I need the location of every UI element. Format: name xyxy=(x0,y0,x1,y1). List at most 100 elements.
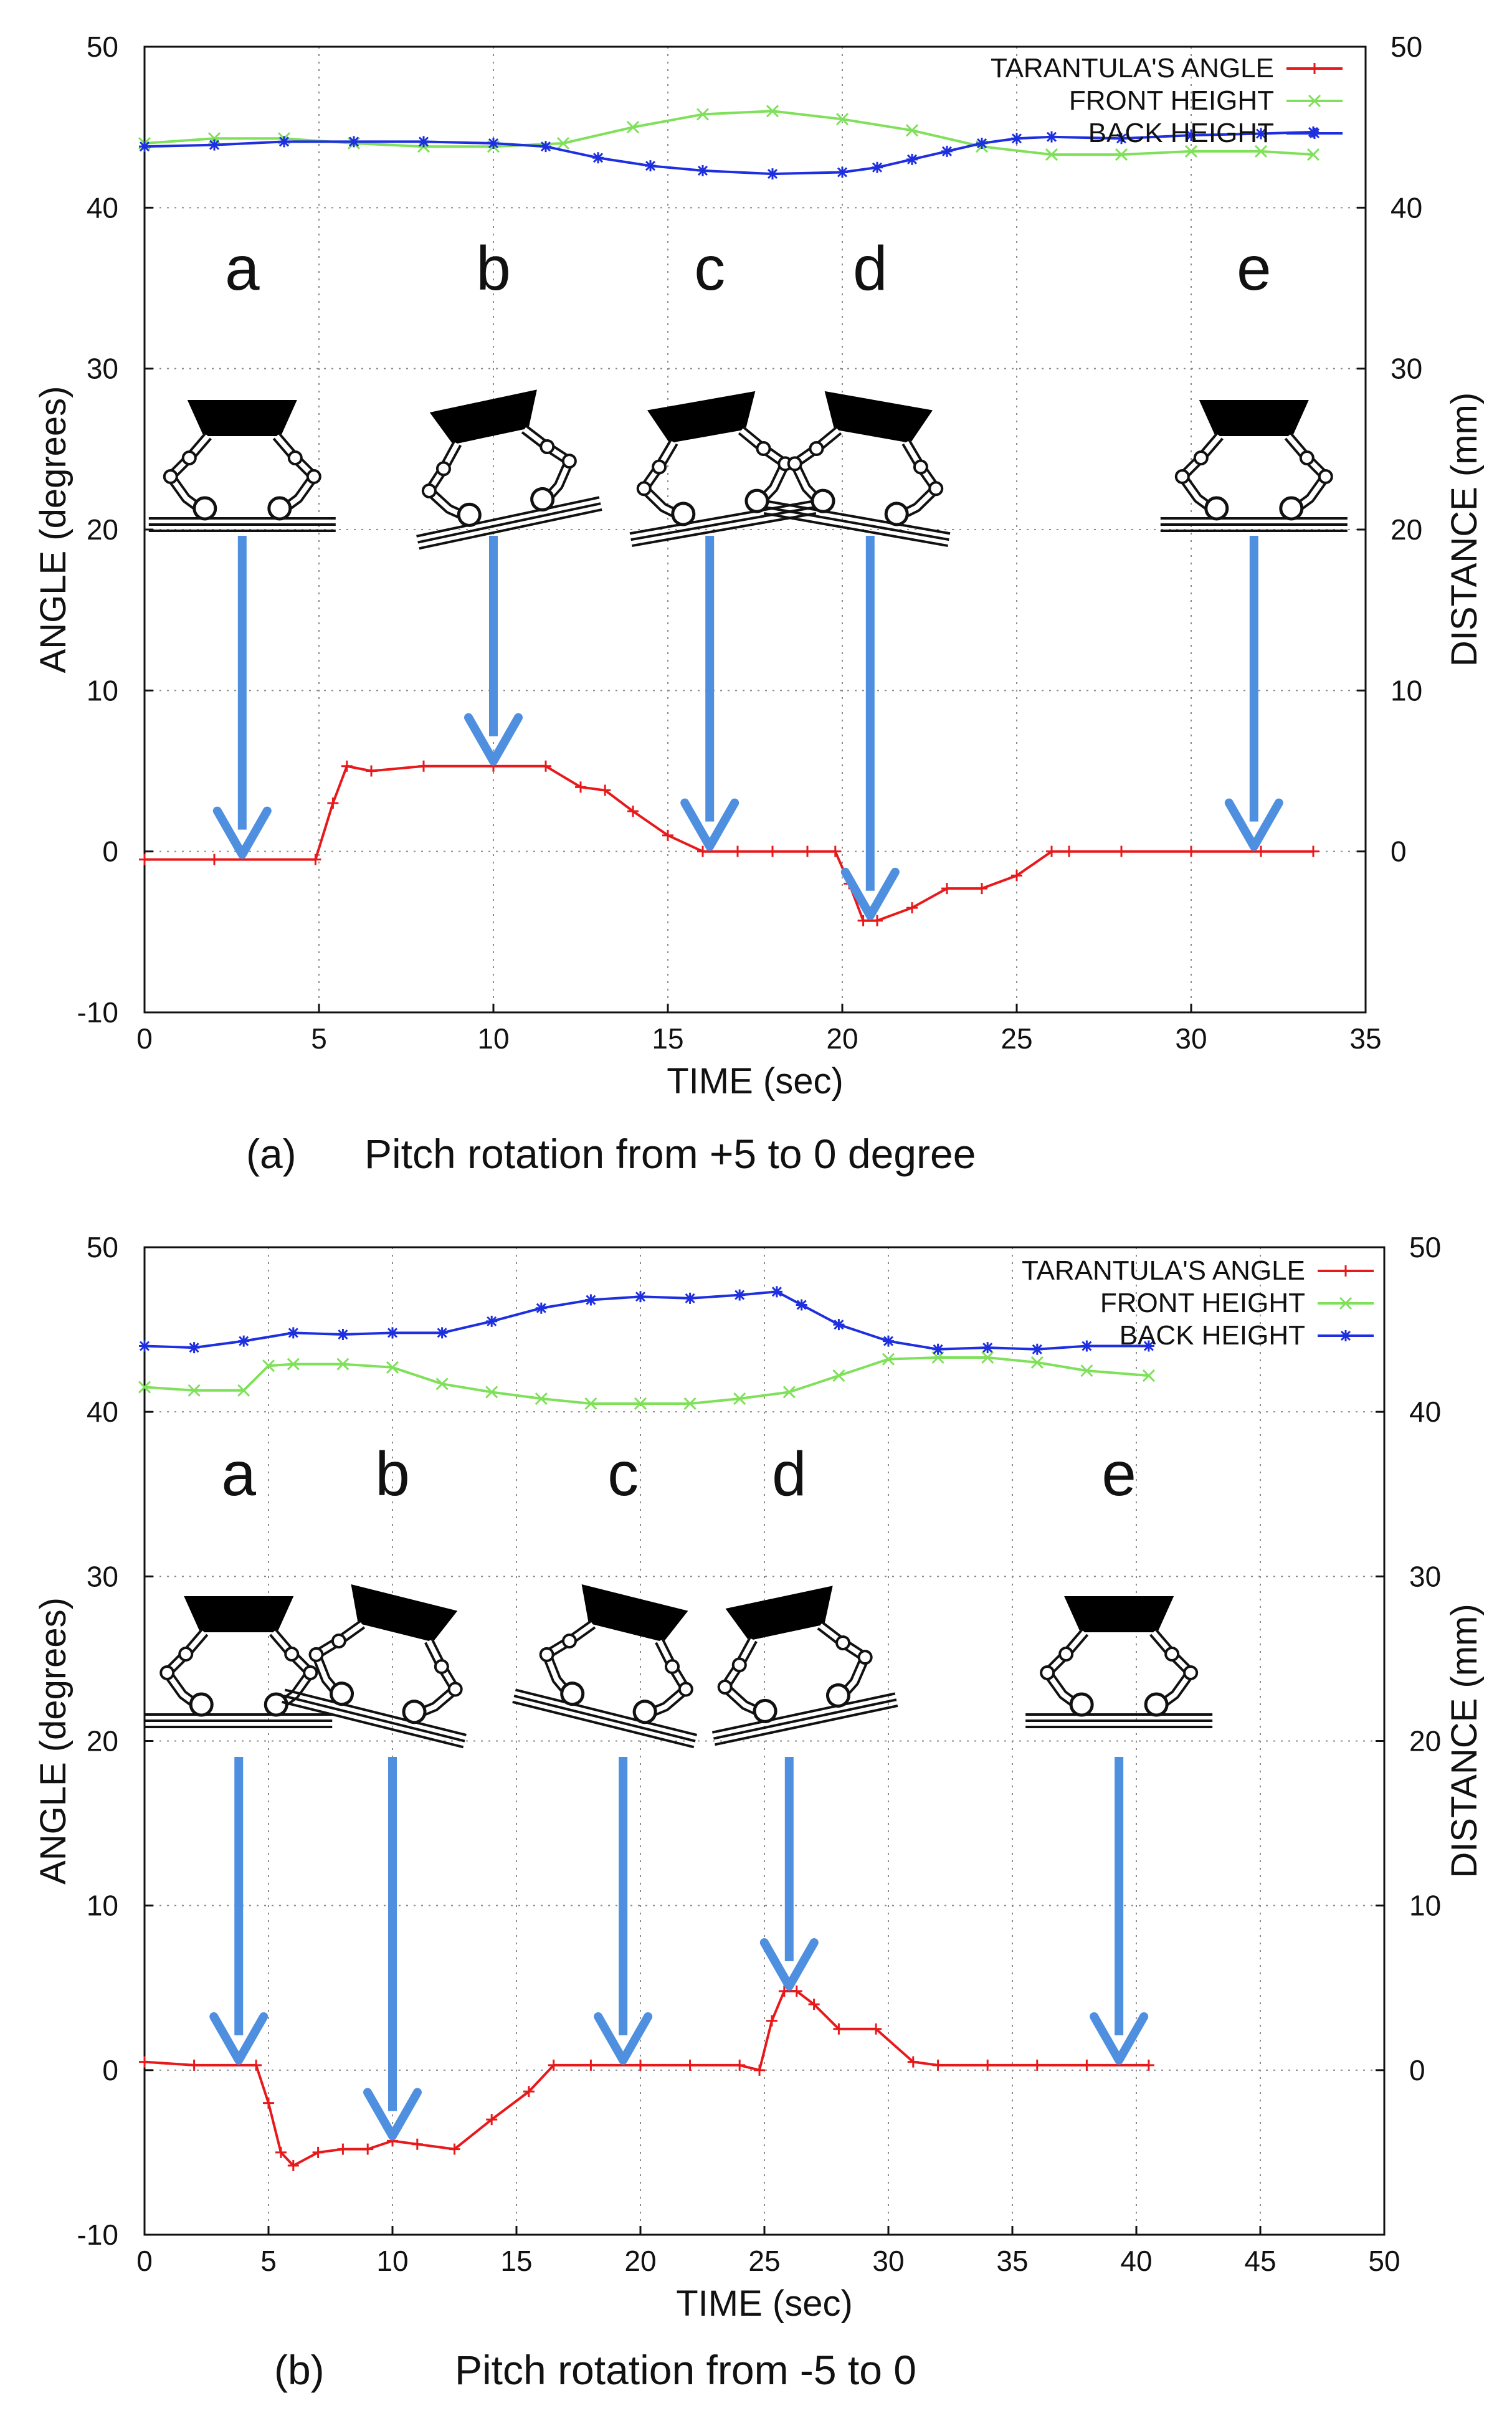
data-point xyxy=(540,760,551,772)
data-point xyxy=(348,136,359,148)
data-point xyxy=(829,845,841,857)
y2-tick-label: 40 xyxy=(1409,1396,1441,1428)
x-tick-label: 50 xyxy=(1368,2245,1400,2277)
data-point xyxy=(976,883,987,895)
data-point xyxy=(575,781,586,793)
ground-surface xyxy=(711,1692,898,1746)
data-point xyxy=(599,784,611,796)
phase-arrow-head xyxy=(464,713,523,766)
data-point xyxy=(857,915,869,926)
robot-foot xyxy=(811,488,835,513)
phase-arrow-head xyxy=(363,2088,422,2141)
data-point xyxy=(485,1386,498,1399)
robot-foot xyxy=(753,1698,777,1723)
data-point xyxy=(982,2059,994,2071)
legend-entry: FRONT HEIGHT xyxy=(1069,85,1274,116)
x-axis-label: TIME (sec) xyxy=(667,1061,844,1101)
y-tick-label: 30 xyxy=(87,353,118,385)
phase-letter: d xyxy=(853,234,888,303)
robot-foot xyxy=(189,1692,214,1717)
data-point xyxy=(796,1299,807,1311)
data-point xyxy=(696,108,710,121)
data-point xyxy=(941,145,953,157)
series-line xyxy=(144,1290,1149,1351)
legend-marker xyxy=(1339,1296,1353,1310)
data-point xyxy=(387,1327,398,1339)
x-tick-label: 10 xyxy=(376,2245,408,2277)
data-point xyxy=(1011,133,1022,145)
robot-joint xyxy=(306,469,321,484)
x-axis-label: TIME (sec) xyxy=(676,2283,853,2324)
data-point xyxy=(287,2160,299,2172)
y2-tick-label: 50 xyxy=(1391,31,1422,63)
x-tick-label: 20 xyxy=(624,2245,656,2277)
data-point xyxy=(238,1335,250,1347)
data-point xyxy=(188,1342,200,1354)
y-tick-label: 30 xyxy=(87,1560,118,1592)
series-2 xyxy=(139,126,1319,180)
robot-body xyxy=(184,1596,294,1632)
y2-tick-label: 10 xyxy=(1391,674,1422,706)
data-point xyxy=(833,2023,845,2035)
x-tick-label: 40 xyxy=(1120,2245,1152,2277)
y2-tick-label: 0 xyxy=(1409,2054,1425,2086)
x-tick-label: 0 xyxy=(136,2245,153,2277)
robot-foot xyxy=(884,502,909,526)
robot-illustration xyxy=(1025,1596,1213,1728)
robot-body xyxy=(1064,1596,1174,1632)
robot-joint xyxy=(308,1647,324,1662)
robot-joint xyxy=(159,1665,175,1680)
robot-joint xyxy=(561,454,577,469)
data-point xyxy=(872,161,883,173)
robot-joint xyxy=(540,439,555,454)
data-point xyxy=(585,2059,597,2071)
data-point xyxy=(1046,131,1057,143)
robot-foot xyxy=(530,487,555,511)
legend-marker xyxy=(1308,94,1321,108)
data-point xyxy=(535,1392,548,1406)
robot-body xyxy=(1199,400,1309,436)
data-point xyxy=(327,797,339,809)
data-point xyxy=(1081,2059,1093,2071)
robot-joint xyxy=(331,1633,346,1648)
data-point xyxy=(754,2064,766,2076)
data-point xyxy=(634,1397,647,1410)
x-tick-label: 5 xyxy=(311,1022,327,1055)
robot-body xyxy=(351,1584,458,1642)
data-point xyxy=(278,136,290,148)
data-point xyxy=(1255,845,1267,857)
phase-arrow-head xyxy=(594,2012,653,2065)
data-point xyxy=(337,1329,349,1341)
robot-joint xyxy=(678,1681,693,1697)
data-point xyxy=(766,2015,777,2027)
robot-joint xyxy=(664,1659,680,1675)
data-point xyxy=(697,845,708,857)
data-point xyxy=(976,138,987,149)
robot-joint xyxy=(1164,1647,1180,1662)
data-point xyxy=(882,1353,895,1366)
data-point xyxy=(436,1327,448,1339)
data-point xyxy=(540,141,551,153)
data-point xyxy=(832,1369,845,1382)
data-point xyxy=(684,1292,696,1304)
data-point xyxy=(1081,1340,1093,1352)
robot-foot xyxy=(267,496,292,521)
data-point xyxy=(645,160,656,172)
robot-joint xyxy=(809,441,824,457)
phase-letter: e xyxy=(1237,234,1272,303)
data-point xyxy=(287,1327,299,1339)
data-point xyxy=(697,164,708,176)
legend-entry: BACK HEIGHT xyxy=(1120,1320,1305,1351)
legend-marker xyxy=(1340,1265,1351,1277)
robot-illustration xyxy=(416,389,602,550)
data-point xyxy=(139,854,150,865)
chart-a: 0 5 10 15 20 25 30 35 -10 0 10 20 30 40 50 0 10 20 30 40 50 T… xyxy=(33,31,1485,1177)
y-axis-label: ANGLE (degrees) xyxy=(33,1597,74,1885)
y2-tick-label: 30 xyxy=(1409,1560,1441,1592)
robot-body xyxy=(187,400,297,436)
series-0 xyxy=(139,760,1319,926)
data-point xyxy=(767,168,778,180)
x-tick-label: 10 xyxy=(477,1022,509,1055)
data-point xyxy=(312,2146,324,2158)
